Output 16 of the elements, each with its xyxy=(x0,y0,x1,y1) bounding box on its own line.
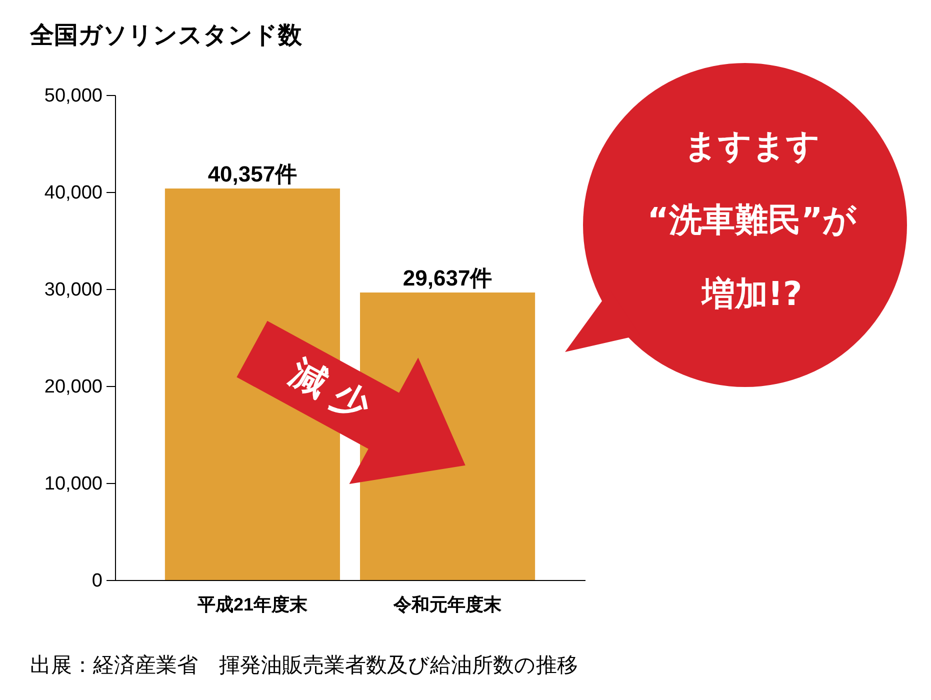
chart-title: 全国ガソリンスタンド数 xyxy=(29,21,303,49)
y-tick-label: 30,000 xyxy=(44,280,102,300)
data-label: 40,357件 xyxy=(208,162,298,187)
x-tick-label: 平成21年度末 xyxy=(196,594,308,614)
text: 増加!? xyxy=(700,274,802,313)
y-tick-label: 50,000 xyxy=(44,86,102,106)
y-tick-label: 0 xyxy=(92,570,102,592)
annotation: 減少 xyxy=(282,352,387,434)
text: 出展：経済産業省 揮発油販売業者数及び給油所数の推移 xyxy=(30,653,578,677)
x-tick-label: 令和元年度末 xyxy=(392,594,503,614)
y-tick-label: 10,000 xyxy=(44,474,102,494)
text: ますます xyxy=(684,126,820,165)
text: “洗車難民”が xyxy=(647,200,858,239)
y-tick-label: 20,000 xyxy=(44,376,102,398)
data-label: 29,637件 xyxy=(402,266,492,291)
y-tick-label: 40,000 xyxy=(44,182,102,204)
